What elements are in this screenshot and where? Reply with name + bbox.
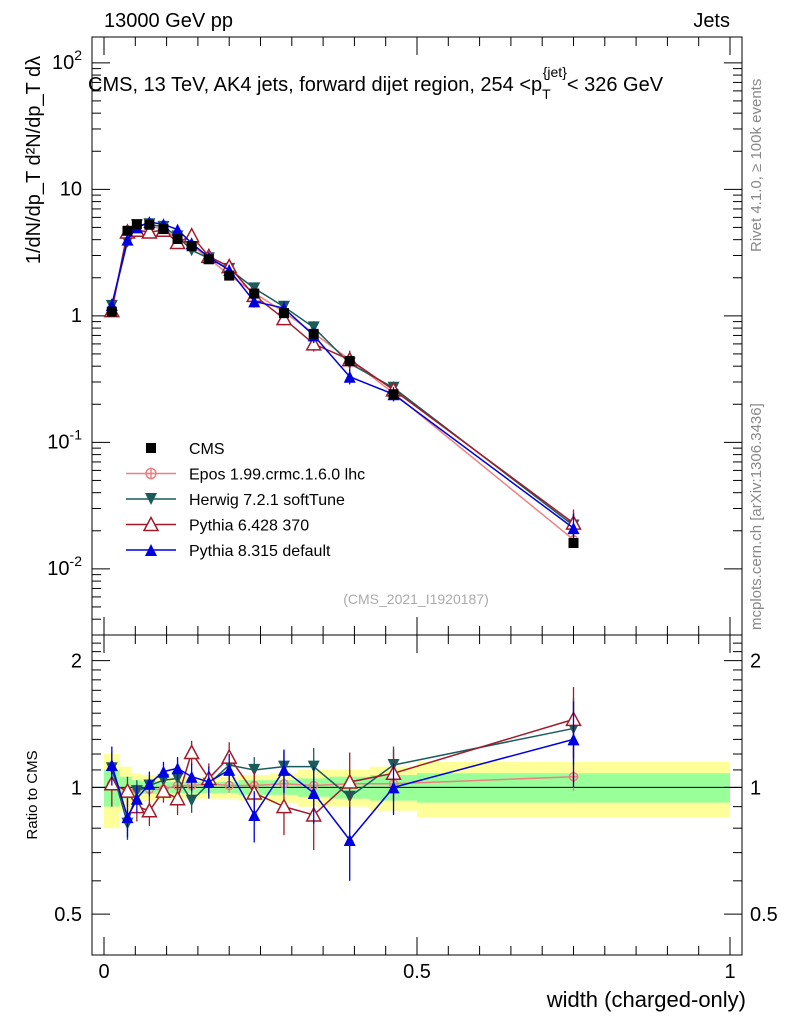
legend-label-herwig: Herwig 7.2.1 softTune	[189, 492, 345, 509]
cms-data-point	[158, 224, 169, 235]
ratio-ytick-label-left: 2	[71, 651, 82, 673]
ratio-ytick-label-right: 0.5	[750, 904, 778, 926]
legend-label-epos: Epos 1.99.crmc.1.6.0 lhc	[189, 467, 365, 484]
ratio-point-pythia8	[307, 786, 320, 799]
point-pythia8	[171, 223, 184, 236]
x-tick-label: 0.5	[403, 961, 431, 983]
ratio-point-pythia8	[121, 811, 134, 824]
ratio-ytick-label-left: 0.5	[54, 904, 82, 926]
ratio-point-pythia6	[275, 798, 293, 814]
ratio-point-pythia6	[341, 773, 358, 789]
tick-exp: -1	[70, 426, 83, 442]
cms-data-point	[131, 219, 142, 230]
mcplots-label: mcplots.cern.ch [arXiv:1306.3436]	[748, 403, 765, 630]
tick-base: 10	[52, 52, 74, 74]
ratio-point-pythia8	[387, 781, 400, 794]
main-y-axis-label: 1/dN/dp_T d²N/dp_T dλ	[23, 56, 45, 264]
title-post: < 326 GeV	[567, 74, 664, 96]
ratio-point-pythia8	[277, 763, 290, 776]
point-pythia6	[305, 335, 322, 351]
cms-data-point	[308, 328, 319, 339]
point-pythia8	[343, 370, 356, 383]
cms-data-point	[122, 225, 133, 236]
ratio-point-pythia8	[202, 775, 215, 788]
title-sup: {jet}	[543, 64, 567, 80]
ratio-series-layer	[103, 687, 582, 881]
point-pythia8	[121, 233, 134, 246]
ratio-ytick-label-right: 1	[750, 777, 761, 799]
cms-data-point	[172, 233, 183, 244]
x-tick-label: 0	[98, 961, 109, 983]
ratio-point-pythia8	[185, 770, 198, 783]
ratio-y-axis-label: Ratio to CMS	[24, 750, 41, 839]
legend-label-pythia6: Pythia 6.428 370	[189, 518, 309, 535]
ratio-point-pythia8	[130, 792, 143, 805]
point-pythia6	[141, 223, 158, 239]
cms-data-point	[144, 219, 155, 230]
main-ytick-label: 10-2	[47, 553, 82, 580]
ratio-point-pythia8	[223, 763, 236, 776]
ratio-point-pythia8	[343, 834, 356, 847]
point-pythia8	[567, 522, 580, 535]
header-energy-label: 13000 GeV pp	[104, 10, 233, 32]
cms-data-layer	[106, 219, 579, 549]
legend-marker-herwig	[145, 493, 157, 505]
legend-label-cms: CMS	[189, 441, 225, 458]
cms-data-point	[249, 288, 260, 299]
main-ytick-label: 102	[52, 47, 82, 74]
ratio-point-pythia8	[567, 733, 580, 746]
ratio-point-pythia8	[248, 808, 261, 821]
tick-base: 10	[47, 558, 69, 580]
tick-exp: -2	[70, 553, 83, 569]
cms-data-point	[224, 270, 235, 281]
cms-data-point	[203, 254, 214, 265]
cms-data-point	[568, 538, 579, 549]
ratio-point-pythia8	[143, 777, 156, 790]
legend: CMS Epos 1.99.crmc.1.6.0 lhc Herwig 7.2.1 …	[126, 441, 365, 560]
ratio-point-pythia6	[169, 790, 186, 806]
legend-marker-pythia8	[145, 544, 157, 556]
title-sub: T	[542, 86, 551, 102]
point-pythia8	[248, 295, 261, 308]
plot-title: CMS, 13 TeV, AK4 jets, forward dijet reg…	[88, 64, 664, 102]
ratio-ytick-label-right: 2	[750, 651, 761, 673]
cms-data-point	[106, 306, 117, 317]
ratio-point-pythia6	[155, 782, 172, 798]
rivet-version-label: Rivet 4.1.0, ≥ 100k events	[748, 79, 765, 252]
main-ylabel-text: 1/dN/dp_T d²N/dp_T dλ	[23, 56, 45, 264]
ratio-point-pythia8	[157, 765, 170, 778]
ratio-ytick-label-left: 1	[71, 777, 82, 799]
cms-data-point	[278, 308, 289, 319]
legend-marker-pythia6	[142, 515, 160, 532]
main-ytick-label: 10-1	[47, 426, 82, 453]
x-axis-label: width (charged-only)	[546, 987, 746, 1012]
analysis-watermark: (CMS_2021_I1920187)	[343, 591, 489, 607]
tick-exp: 2	[74, 47, 82, 63]
point-herwig	[307, 321, 320, 334]
legend-marker-cms	[146, 443, 156, 453]
ratio-axis-ticks: 0.5 0.5 1 1 2 2 0 0.5 1	[54, 635, 778, 983]
cms-data-point	[388, 389, 399, 400]
ratio-point-pythia8	[105, 759, 118, 772]
ratio-point-pythia8	[171, 762, 184, 775]
x-tick-label: 1	[724, 961, 735, 983]
title-pre: CMS, 13 TeV, AK4 jets, forward dijet reg…	[88, 74, 542, 96]
tick-base: 10	[47, 431, 69, 453]
ratio-point-pythia6	[141, 802, 158, 818]
main-ytick-label: 10	[60, 178, 82, 200]
legend-label-pythia8: Pythia 8.315 default	[189, 543, 331, 560]
ratio-point-herwig	[185, 794, 198, 807]
ratio-uncertainty-bands	[92, 754, 742, 829]
main-ytick-label: 1	[71, 305, 82, 327]
header-category-label: Jets	[693, 10, 730, 32]
cms-data-point	[344, 355, 355, 366]
ratio-point-pythia6	[183, 743, 200, 760]
cms-data-point	[186, 241, 197, 252]
ratio-point-pythia6	[119, 782, 136, 798]
ratio-point-herwig	[248, 763, 261, 776]
